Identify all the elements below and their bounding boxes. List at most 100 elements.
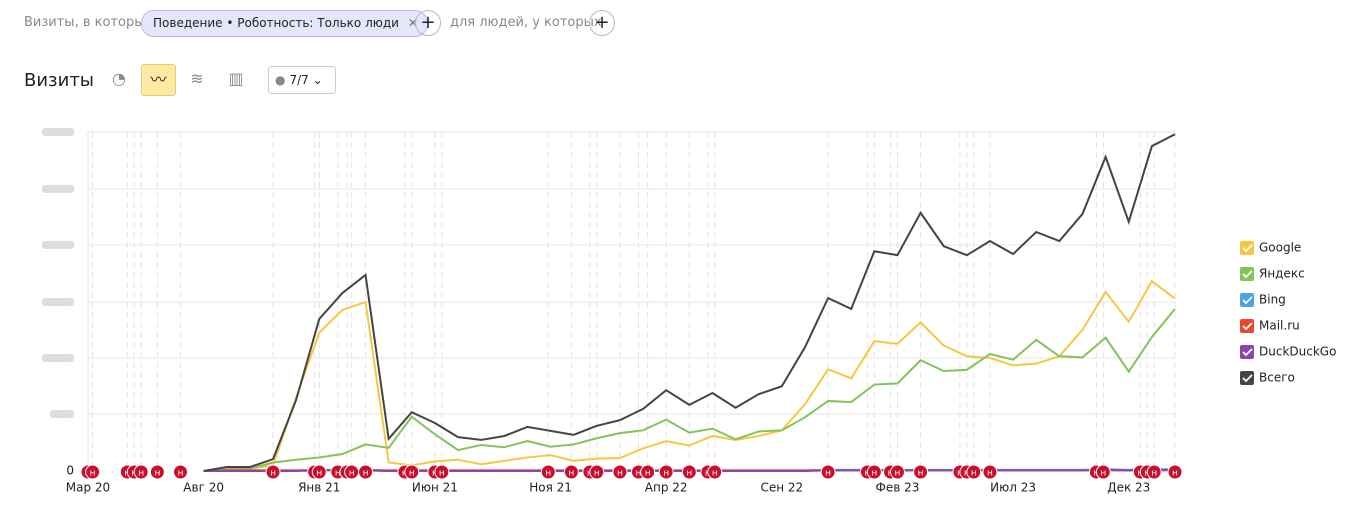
annotation-marker	[589, 464, 605, 480]
x-tick-label: Ноя 21	[529, 481, 572, 495]
annotation-label: н	[617, 469, 623, 479]
x-tick-label: Сен 22	[760, 481, 803, 495]
legend-label: DuckDuckGo	[1259, 345, 1336, 359]
annotation-label: н	[439, 469, 445, 479]
annotation-marker	[982, 464, 998, 480]
annotation-marker	[707, 464, 723, 480]
annotation-label: н	[409, 469, 415, 479]
x-tick-label: Авг 20	[183, 481, 224, 495]
annotation-label: н	[335, 469, 341, 479]
legend-swatch	[1240, 319, 1254, 333]
series-line	[203, 133, 1176, 472]
annotation-label: н	[971, 469, 977, 479]
blurred-labels	[42, 128, 74, 418]
area-icon[interactable]: ≋	[190, 69, 204, 88]
annotation-label: н	[178, 469, 184, 479]
x-tick-label: Июн 21	[412, 481, 458, 495]
chip-text: Поведение • Роботность: Только люди	[153, 16, 399, 30]
annotation-label: н	[895, 469, 901, 479]
annotation-label: н	[987, 469, 993, 479]
annotation-marker	[311, 464, 327, 480]
annotation-marker	[913, 464, 929, 480]
annotation-marker	[358, 464, 374, 480]
annotation-marker	[681, 464, 697, 480]
chip-close[interactable]: ✕	[407, 16, 418, 30]
add-button[interactable]: +	[415, 10, 441, 36]
x-tick-label: Янв 21	[298, 481, 340, 495]
annotation-label: н	[568, 469, 574, 479]
series-line	[203, 279, 1176, 472]
annotation-label: н	[918, 469, 924, 479]
annotation-marker	[85, 464, 101, 480]
annotation-marker	[1095, 464, 1111, 480]
annotation-label: н	[645, 469, 651, 479]
annotation-marker	[612, 464, 628, 480]
legend-check	[1242, 270, 1253, 279]
annotation-label: н	[316, 469, 322, 479]
annotation-label: н	[594, 469, 600, 479]
line-icon[interactable]: 〰	[141, 64, 176, 96]
grid	[87, 131, 1175, 471]
annotation-marker	[265, 464, 281, 480]
legend-swatch	[1240, 345, 1254, 359]
x-tick-label: Июл 23	[990, 481, 1036, 495]
annotation-marker	[966, 464, 982, 480]
legend-swatch	[1240, 371, 1254, 385]
x-tick-label: Мар 20	[66, 481, 110, 495]
annotation-label: н	[663, 469, 669, 479]
annotation-marker	[820, 464, 836, 480]
goals-text: 7/7	[289, 73, 309, 87]
annotation-label: н	[154, 469, 160, 479]
legend-swatch	[1240, 267, 1254, 281]
legend-check	[1242, 296, 1253, 305]
legend-label: Bing	[1259, 293, 1286, 307]
annotation-label: н	[686, 469, 692, 479]
filter-prefix: Визиты, в которых	[24, 15, 153, 30]
annotation-label: н	[363, 469, 369, 479]
bar-icon[interactable]: ▥	[228, 69, 244, 88]
legend-check	[1242, 244, 1253, 253]
annotation-marker	[640, 464, 656, 480]
annotation-marker	[540, 464, 556, 480]
filter-suffix: для людей, у которых	[450, 15, 602, 30]
annotation-marker	[889, 464, 905, 480]
annotation-label: н	[1172, 469, 1178, 479]
annotation-marker	[563, 464, 579, 480]
goals-button[interactable]: ● 7/7 ⌄	[268, 66, 336, 94]
legend-label: Яндекс	[1259, 267, 1305, 281]
annotation-marker	[173, 464, 189, 480]
legend-check	[1242, 348, 1253, 357]
annotation-marker	[404, 464, 420, 480]
x-tick-label: Дек 23	[1107, 481, 1150, 495]
series-line	[203, 308, 1176, 472]
annotation-label: н	[90, 469, 96, 479]
add-button[interactable]: +	[589, 10, 615, 36]
annotation-marker	[149, 464, 165, 480]
annotation-marker	[133, 464, 149, 480]
x-tick-label: Апр 22	[645, 481, 688, 495]
annotation-label: н	[270, 469, 276, 479]
legend-swatch	[1240, 241, 1254, 255]
pie-icon[interactable]: ◔	[112, 69, 126, 88]
x-tick-label: Фев 23	[876, 481, 920, 495]
annotation-marker	[434, 464, 450, 480]
legend-label: Всего	[1259, 371, 1295, 385]
annotation-label: н	[349, 469, 355, 479]
annotation-marker	[1146, 464, 1162, 480]
legend-check	[1242, 322, 1253, 331]
annotation-label: н	[545, 469, 551, 479]
legend-check	[1242, 374, 1253, 383]
annotation-label: н	[825, 469, 831, 479]
legend-label: Mail.ru	[1259, 319, 1300, 333]
annotation-label: н	[712, 469, 718, 479]
annotation-marker	[866, 464, 882, 480]
y-tick-label: 0	[66, 464, 74, 478]
annotation-label: н	[635, 469, 641, 479]
annotation-label: н	[871, 469, 877, 479]
annotation-marker	[1167, 464, 1183, 480]
annotation-marker	[658, 464, 674, 480]
legend-label: Google	[1259, 241, 1301, 255]
title: Визиты	[24, 70, 95, 91]
